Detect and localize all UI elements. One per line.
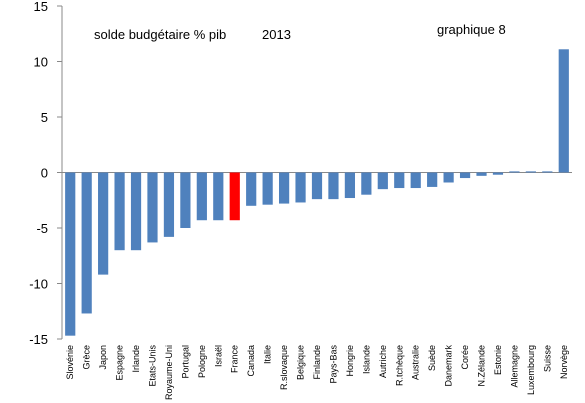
x-category-label: Suède xyxy=(427,345,437,371)
x-category-label: Danemark xyxy=(444,345,454,387)
bar xyxy=(180,172,191,228)
y-tick-label: -15 xyxy=(29,332,48,347)
bar xyxy=(328,172,339,200)
x-category-label: Italie xyxy=(263,345,273,364)
chart-title: solde budgétaire % pib xyxy=(94,27,226,42)
bar xyxy=(443,172,454,183)
y-tick-label: 15 xyxy=(34,0,48,14)
bar xyxy=(361,172,372,195)
bar xyxy=(542,171,553,173)
bar xyxy=(229,172,240,221)
bar xyxy=(262,172,273,205)
x-category-label: Finlande xyxy=(312,345,322,380)
x-category-label: Belgique xyxy=(296,345,306,380)
bar xyxy=(459,172,471,179)
x-category-label: R.slovaque xyxy=(279,345,289,390)
bar xyxy=(196,172,207,221)
bar xyxy=(163,172,175,237)
x-category-label: Etats-Unis xyxy=(147,345,157,387)
bar xyxy=(278,172,290,204)
bar xyxy=(98,172,109,275)
bar xyxy=(476,172,487,176)
bar xyxy=(114,172,125,251)
x-category-label: R.tchèque xyxy=(394,345,404,386)
x-category-label: Estonie xyxy=(493,345,503,375)
x-category-label: Islande xyxy=(361,345,371,374)
bar xyxy=(558,49,569,173)
x-category-label: Corée xyxy=(460,345,470,370)
bar xyxy=(394,172,405,189)
bars xyxy=(65,49,569,336)
x-category-label: N.Zélande xyxy=(477,345,487,387)
bar xyxy=(213,172,224,221)
bar xyxy=(377,172,388,190)
x-category-label: Japon xyxy=(98,345,108,370)
chart-annotation: graphique 8 xyxy=(437,22,506,37)
x-category-label: Grèce xyxy=(82,345,92,370)
bar xyxy=(295,172,306,203)
x-category-label: Allemagne xyxy=(509,345,519,388)
chart-year: 2013 xyxy=(262,27,291,42)
bar xyxy=(130,172,142,251)
bar xyxy=(311,172,323,200)
y-tick-label: -10 xyxy=(29,277,48,292)
x-category-label: Hongrie xyxy=(345,345,355,377)
x-category-label: Luxembourg xyxy=(526,345,536,395)
x-category-label: Israël xyxy=(213,345,223,367)
bar xyxy=(81,172,92,314)
bar xyxy=(525,171,536,173)
x-axis-labels: Slovénie Grèce Japon Espagne Irlande Etats-Un… xyxy=(65,345,569,401)
x-category-label: Portugal xyxy=(180,345,190,379)
x-category-label: Pays-Bas xyxy=(328,345,338,384)
bar xyxy=(492,172,504,175)
bar xyxy=(509,171,520,173)
x-category-label: Australie xyxy=(411,345,421,380)
x-category-label: Slovénie xyxy=(65,345,75,380)
y-tick-label: -5 xyxy=(36,221,48,236)
y-tick-label: 10 xyxy=(34,55,48,70)
x-category-label: Canada xyxy=(246,345,256,377)
bar xyxy=(427,172,438,187)
bar xyxy=(410,172,421,189)
x-category-label: Norvège xyxy=(559,345,569,379)
x-category-label: Autriche xyxy=(378,345,388,378)
bar xyxy=(344,172,356,199)
y-tick-label: 5 xyxy=(41,110,48,125)
x-category-label: France xyxy=(230,345,240,373)
x-category-label: Irlande xyxy=(131,345,141,373)
bar xyxy=(246,172,257,206)
x-category-label: Suisse xyxy=(542,345,552,372)
x-category-label: Espagne xyxy=(115,345,125,381)
bar xyxy=(65,172,76,336)
bar xyxy=(147,172,158,243)
x-category-label: Royaume-Uni xyxy=(164,345,174,400)
y-tick-label: 0 xyxy=(41,166,48,181)
x-category-label: Pologne xyxy=(197,345,207,378)
